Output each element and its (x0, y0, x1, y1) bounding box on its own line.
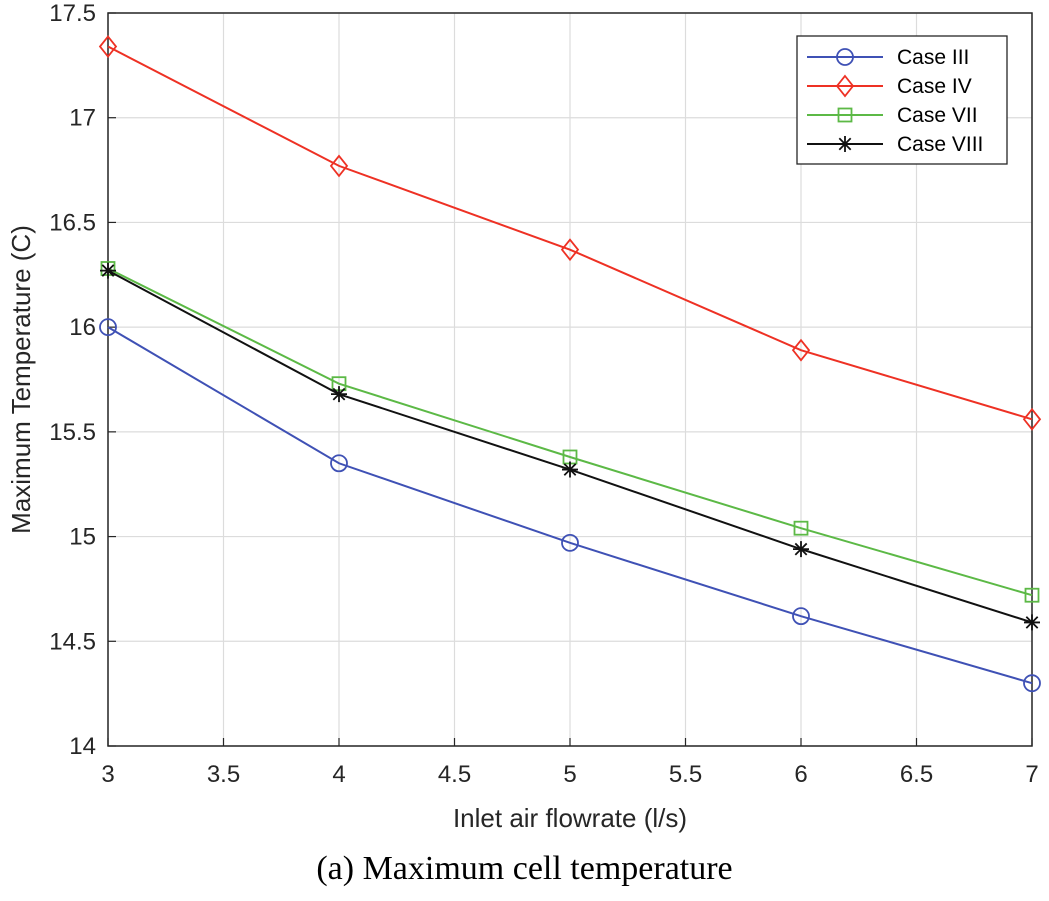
legend-label: Case VII (897, 104, 978, 127)
data-point (1024, 614, 1040, 631)
y-tick-label: 15 (69, 524, 96, 551)
data-point (100, 262, 116, 279)
data-point (561, 533, 579, 552)
x-tick-label: 6 (794, 761, 807, 788)
x-axis-label: Inlet air flowrate (l/s) (453, 803, 687, 833)
series-case-viii (100, 262, 1040, 631)
legend-marker (835, 74, 855, 98)
data-point (1023, 674, 1041, 693)
series-line (107, 326, 1033, 685)
x-tick-label: 3.5 (207, 761, 240, 788)
x-tick-label: 5.5 (669, 761, 702, 788)
x-tick-label: 3 (101, 761, 114, 788)
data-point (791, 338, 811, 362)
figure-caption: (a) Maximum cell temperature (316, 850, 733, 887)
x-tick-label: 6.5 (900, 761, 933, 788)
data-point (329, 154, 349, 178)
data-point (331, 386, 347, 403)
data-point (1024, 587, 1040, 603)
data-point (98, 35, 118, 58)
data-point (793, 520, 809, 536)
data-point (1022, 407, 1042, 431)
series-line (107, 267, 1033, 597)
series-case-iii (99, 318, 1041, 693)
series-line (107, 45, 1033, 421)
x-tick-label: 7 (1025, 761, 1038, 788)
x-tick-label: 4 (332, 761, 345, 788)
legend-item: Case IV (807, 74, 972, 98)
y-tick-label: 17 (69, 105, 96, 132)
legend-marker (836, 48, 854, 66)
data-point (99, 318, 117, 337)
series-case-iv (98, 35, 1042, 431)
data-point (330, 454, 348, 473)
data-point (792, 607, 810, 626)
legend-marker (837, 107, 853, 123)
legend-label: Case IV (897, 75, 972, 98)
legend-label: Case III (897, 46, 969, 69)
legend-marker (837, 136, 853, 152)
y-tick-label: 15.5 (49, 419, 96, 446)
y-tick-label: 14 (69, 733, 96, 760)
series-layer (98, 35, 1042, 693)
y-tick-label: 14.5 (49, 628, 96, 655)
y-tick-label: 16 (69, 314, 96, 341)
axis-ticks: 3 3.5 4 4.5 5 5.5 6 6.5 7 14 14.5 15 15.5 16 16.5 17 17.… (49, 0, 1038, 788)
y-tick-label: 16.5 (49, 209, 96, 236)
legend-item: Case III (807, 46, 969, 69)
legend-item: Case VII (807, 104, 978, 127)
y-axis-label: Maximum Temperature (C) (6, 225, 36, 534)
data-point (793, 541, 809, 558)
x-tick-label: 5 (563, 761, 576, 788)
y-tick-label: 17.5 (49, 0, 96, 27)
legend-item: Case VIII (807, 133, 983, 156)
legend-label: Case VIII (897, 133, 983, 156)
x-tick-label: 4.5 (438, 761, 471, 788)
data-point (562, 461, 578, 478)
data-point (560, 238, 580, 262)
legend: Case III Case IV Case VII Case VIII (796, 35, 1008, 165)
